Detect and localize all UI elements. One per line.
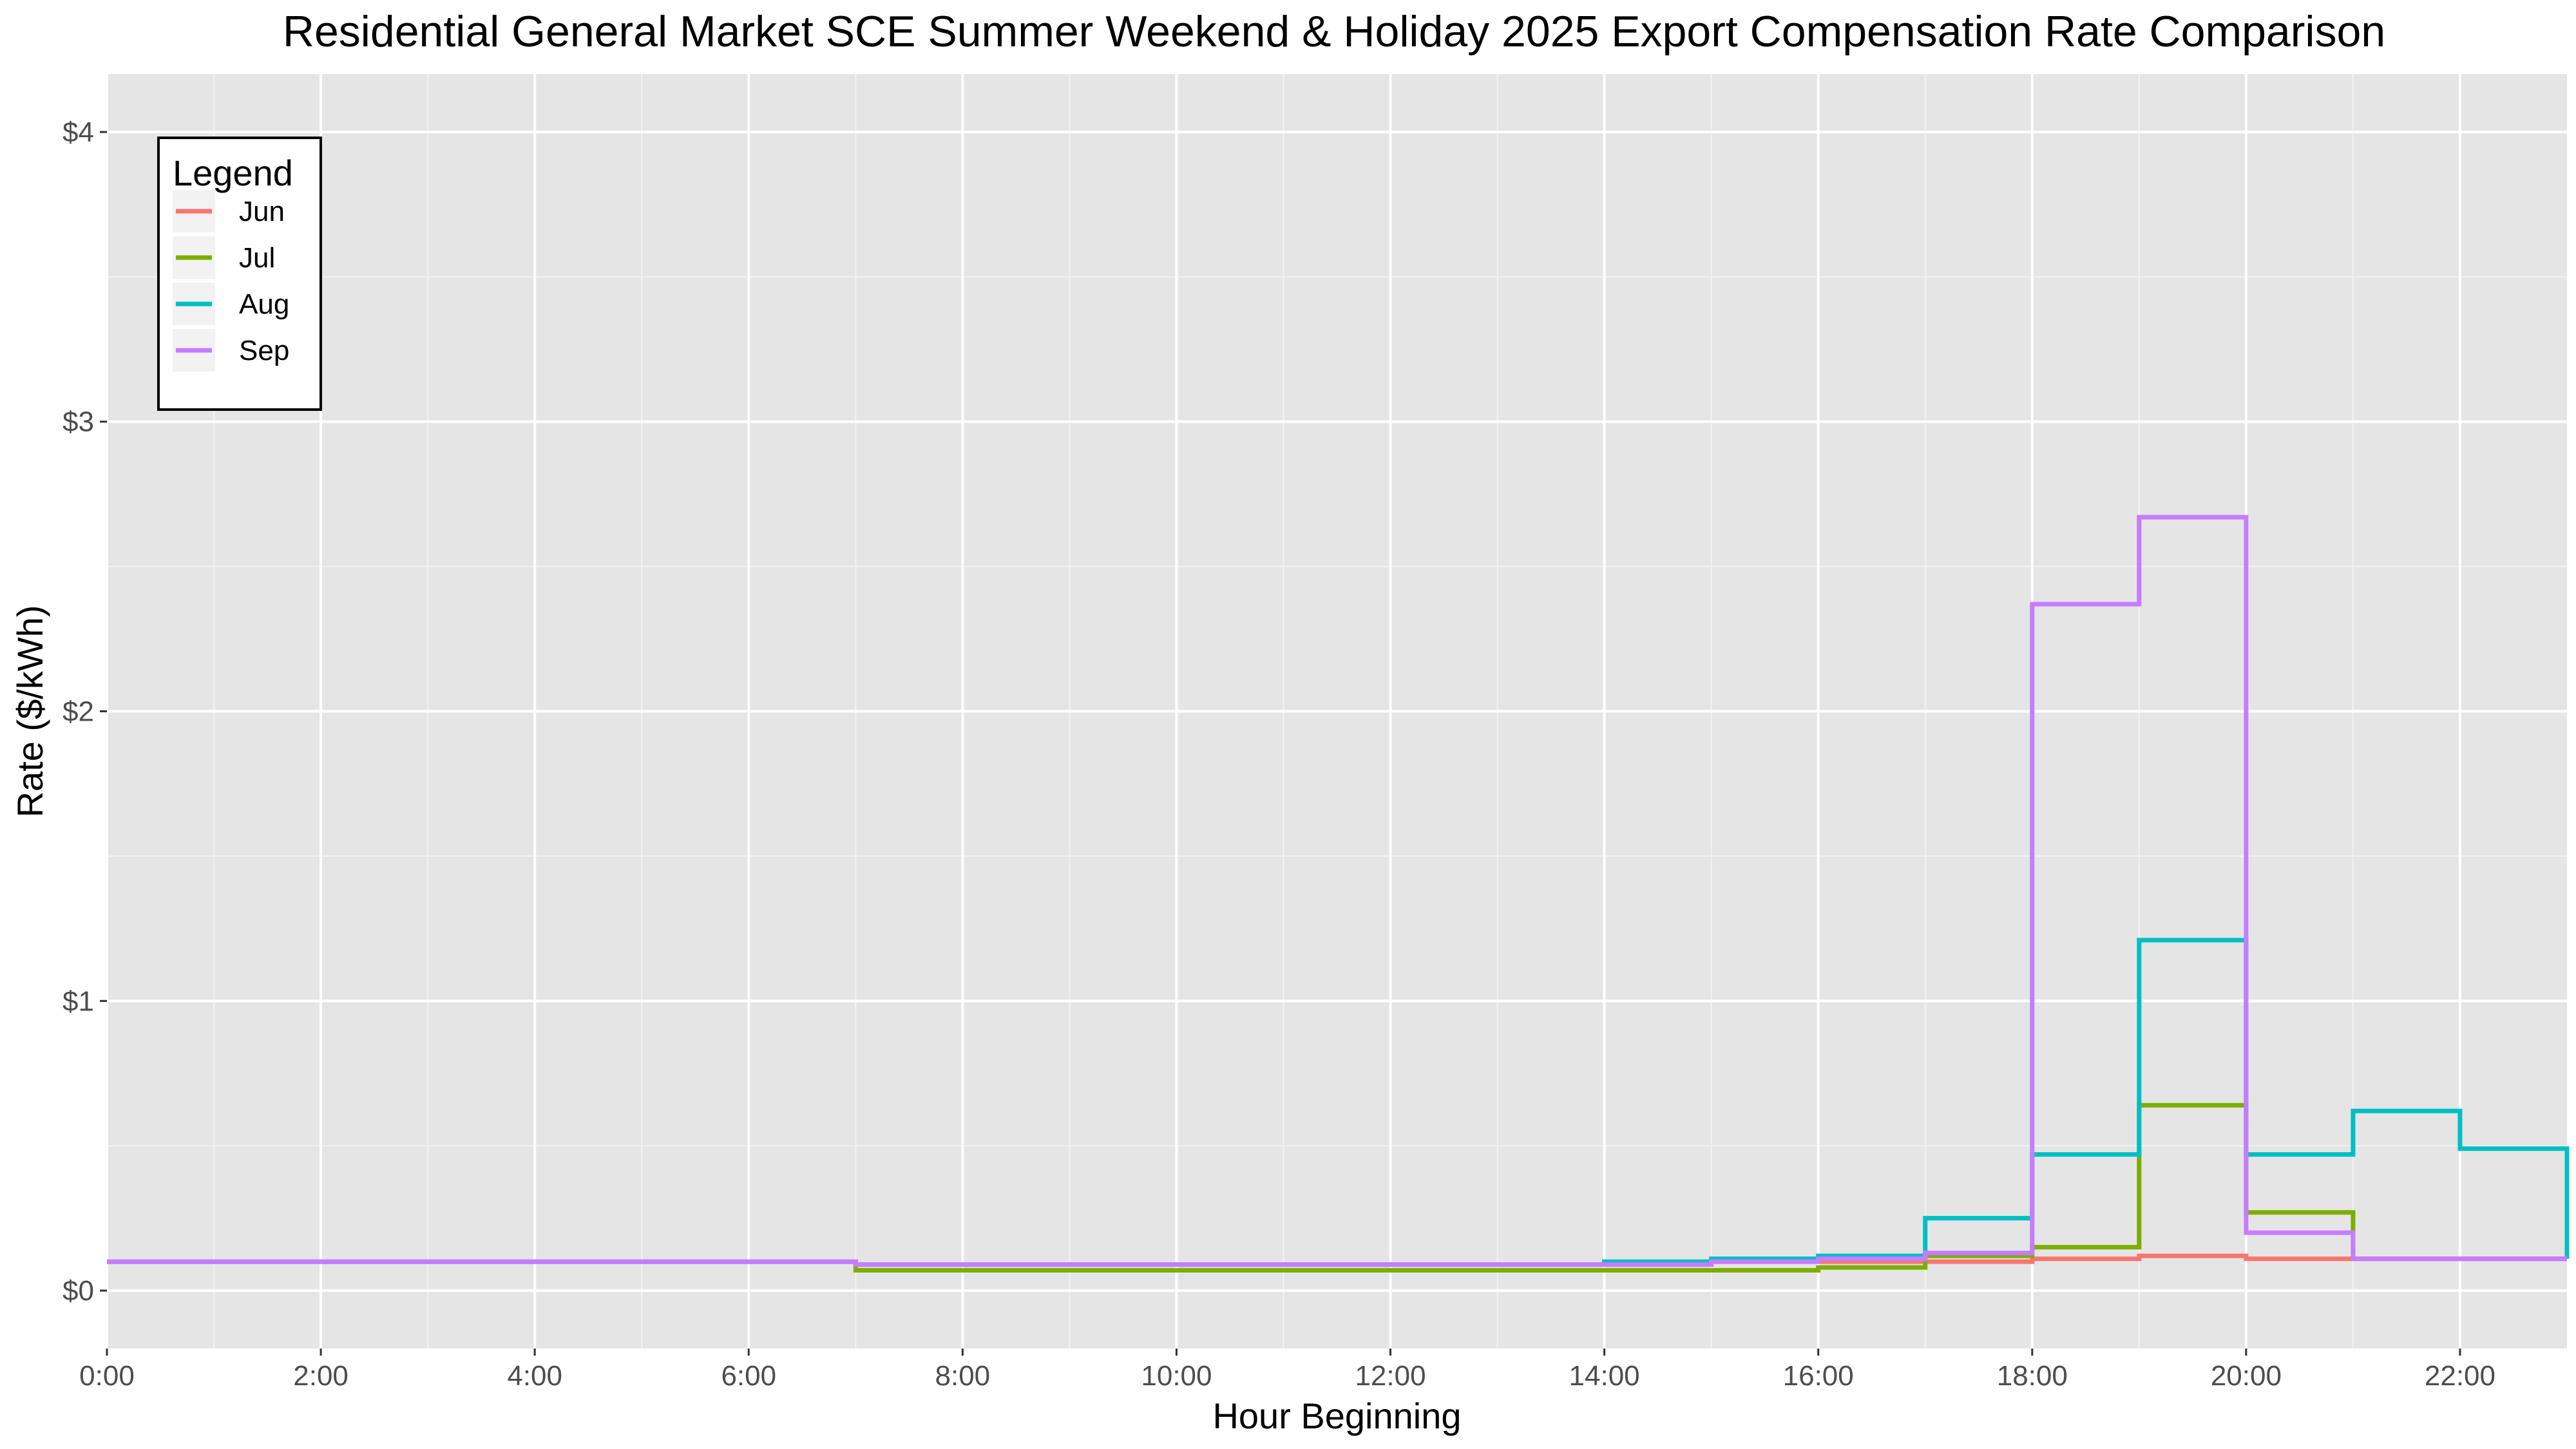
x-tick-label: 18:00 <box>1997 1360 2068 1392</box>
x-tick-label: 2:00 <box>293 1360 348 1392</box>
y-axis-ticks: $0 $1 $2 $3 $4 <box>62 117 107 1307</box>
x-tick-label: 0:00 <box>79 1360 135 1392</box>
legend-label: Sep <box>239 335 289 366</box>
y-tick-label: $0 <box>62 1275 94 1307</box>
x-axis-ticks: 0:00 2:00 4:00 6:00 8:00 10:00 12:00 14:00 16:00… <box>79 1349 2495 1392</box>
legend-item-aug: Aug <box>173 283 289 325</box>
series-line-sep <box>107 515 2567 1267</box>
x-tick-label: 10:00 <box>1141 1360 1212 1392</box>
series-lines <box>107 515 2570 1273</box>
x-tick-label: 4:00 <box>507 1360 562 1392</box>
x-tick-label: 16:00 <box>1783 1360 1854 1392</box>
legend-item-jun: Jun <box>173 190 285 232</box>
legend-items: Jun Jul Aug Sep <box>173 190 289 372</box>
x-tick-label: 8:00 <box>935 1360 991 1392</box>
legend-label: Jul <box>239 242 275 274</box>
legend-label: Aug <box>239 289 289 320</box>
x-tick-label: 20:00 <box>2211 1360 2282 1392</box>
x-tick-label: 14:00 <box>1569 1360 1640 1392</box>
x-tick-label: 6:00 <box>721 1360 776 1392</box>
legend: Legend Jun Jul Aug Sep <box>157 137 322 411</box>
y-tick-label: $4 <box>62 117 94 148</box>
y-axis-title: Rate ($/kWh) <box>10 605 50 818</box>
y-tick-label: $2 <box>62 696 94 728</box>
legend-item-sep: Sep <box>173 329 289 372</box>
legend-label: Jun <box>239 196 285 227</box>
x-tick-label: 12:00 <box>1355 1360 1426 1392</box>
y-tick-label: $3 <box>62 406 94 438</box>
legend-item-jul: Jul <box>173 236 275 279</box>
x-axis-title: Hour Beginning <box>1212 1396 1461 1436</box>
x-tick-label: 22:00 <box>2425 1360 2495 1392</box>
y-tick-label: $1 <box>62 985 94 1017</box>
legend-title: Legend <box>173 153 293 193</box>
chart-title: Residential General Market SCE Summer We… <box>283 7 2385 56</box>
